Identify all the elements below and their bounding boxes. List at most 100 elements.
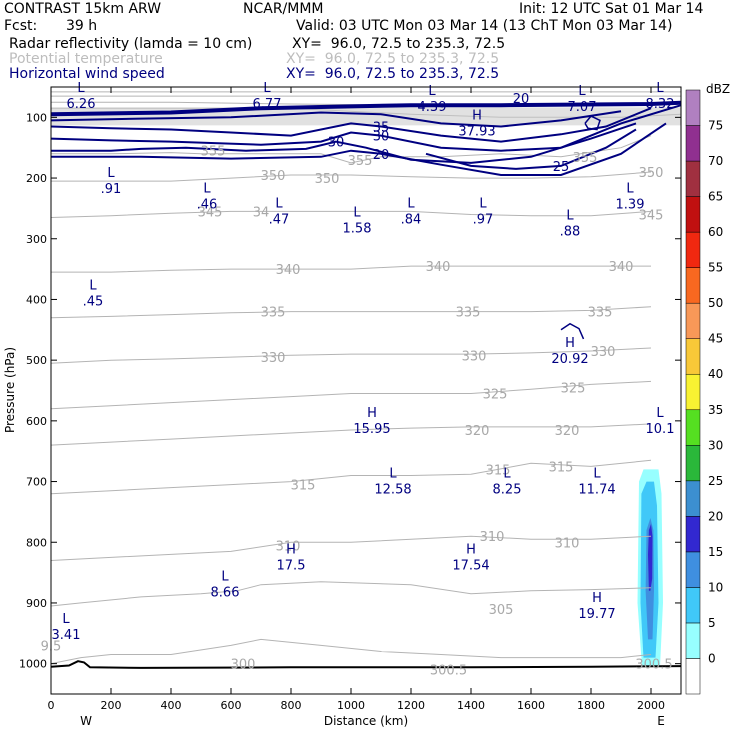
x-tick-label: 200: [101, 699, 122, 712]
theta-contour-label: 325: [483, 388, 508, 403]
wind-extremum-type: L: [203, 181, 211, 196]
colorbar-label: 65: [708, 190, 723, 204]
field-theta-name: Potential temperature: [9, 51, 163, 67]
y-axis-title: Pressure (hPa): [3, 347, 17, 433]
wind-contour-label: 30: [373, 130, 390, 145]
theta-contour-label: 355: [573, 151, 598, 166]
theta-contour-label: 340: [276, 263, 301, 278]
y-tick-label: 1000: [19, 658, 47, 671]
colorbar-swatch: [685, 622, 701, 659]
theta-contour-label: 335: [456, 306, 481, 321]
theta-contour: [51, 423, 652, 446]
wind-extremum-type: L: [221, 570, 229, 585]
theta-contour-label: 355: [201, 145, 226, 160]
wind-extremum-type: L: [62, 612, 70, 627]
theta-contour-label: 345: [198, 205, 223, 220]
theta-contour-label: 315: [549, 460, 574, 475]
colorbar-label: 25: [708, 474, 723, 488]
theta-contour-label: 330: [591, 345, 616, 360]
init-time: Init: 12 UTC Sat 01 Mar 14: [519, 1, 704, 17]
theta-contour: [51, 581, 652, 607]
wind-extremum-value: 8.32: [646, 97, 675, 112]
theta-contour-label: 310: [555, 536, 580, 551]
y-tick-label: 200: [26, 172, 47, 185]
wind-contour: [584, 115, 601, 131]
theta-contour-label: 315: [486, 463, 511, 478]
x-tick-label: 600: [221, 699, 242, 712]
wind-extremum-type: L: [479, 196, 487, 211]
wind-contour: [51, 122, 667, 176]
x-tick-label: 800: [281, 699, 302, 712]
wind-extremum-type: L: [593, 467, 601, 482]
theta-contour-label: 34: [253, 205, 270, 220]
wind-contour: [51, 110, 622, 128]
y-tick-label: 300: [26, 233, 47, 246]
theta-contour: [51, 535, 652, 561]
wind-extremum-type: H: [286, 542, 296, 557]
theta-contour-label: 350: [639, 166, 664, 181]
field-reflectivity-xy: XY= 96.0, 72.5 to 235.3, 72.5: [292, 36, 506, 52]
theta-contour-label: 335: [588, 306, 613, 321]
wind-extremum-value: .88: [560, 225, 581, 240]
wind-extremum-type: L: [389, 467, 397, 482]
colorbar-label: 30: [708, 438, 723, 452]
wind-contour: [560, 322, 585, 340]
wind-extremum-value: 15.95: [353, 422, 390, 437]
x-tick-label: 1200: [397, 699, 425, 712]
field-theta-xy: XY= 96.0, 72.5 to 235.3, 72.5: [286, 51, 500, 67]
colorbar-label: 45: [708, 332, 723, 346]
colorbar-label: 35: [708, 403, 723, 417]
wind-extremum-value: .46: [197, 197, 218, 212]
colorbar-label: 55: [708, 261, 723, 275]
theta-contour-label: 350: [315, 172, 340, 187]
colorbar-swatch: [685, 551, 701, 588]
colorbar-swatch: [685, 516, 701, 553]
theta-contour-label: 355: [348, 154, 373, 169]
x-tick-label: 1600: [517, 699, 545, 712]
colorbar-swatch: [685, 445, 701, 482]
theta-contour-label: 300.5: [635, 658, 672, 673]
org-label: NCAR/MMM: [243, 1, 324, 17]
colorbar-swatch: [685, 125, 701, 162]
colorbar-swatch: [685, 338, 701, 375]
theta-contour-label: 340: [426, 260, 451, 275]
x-axis-west-label: W: [80, 714, 92, 728]
colorbar-swatch: [685, 587, 701, 624]
theta-contour-label: 320: [555, 424, 580, 439]
theta-contour: [51, 210, 652, 218]
x-tick-label: 1800: [577, 699, 605, 712]
wind-extremum-value: 17.5: [277, 558, 306, 573]
theta-contour-label: 325: [561, 381, 586, 396]
colorbar-swatch: [685, 302, 701, 339]
theta-contour-label: 310: [480, 530, 505, 545]
reflectivity-cell: [648, 524, 653, 591]
x-tick-label: 400: [161, 699, 182, 712]
wind-contour-label: 35: [373, 120, 390, 135]
x-axis-east-label: E: [657, 714, 665, 728]
wind-extremum-value: .47: [269, 212, 290, 227]
wind-contour: [51, 122, 637, 164]
x-tick-label: 0: [48, 699, 55, 712]
wind-extremum-value: 12.58: [374, 483, 411, 498]
y-tick-label: 900: [26, 597, 47, 610]
wind-extremum-type: H: [472, 108, 482, 123]
colorbar-label: 50: [708, 296, 723, 310]
colorbar-label: 20: [708, 509, 723, 523]
plot-frame: [50, 86, 682, 695]
wind-extremum-value: 3.41: [52, 628, 81, 643]
field-wind-name: Horizontal wind speed: [9, 66, 165, 82]
wind-extremum-value: 7.07: [568, 100, 597, 115]
colorbar-swatch: [685, 373, 701, 411]
theta-contour-label: 305: [489, 603, 514, 618]
colorbar-label: 60: [708, 225, 723, 239]
theta-contour-label: 300: [231, 658, 256, 673]
wind-extremum-value: 37.93: [458, 124, 495, 139]
wind-extremum-type: L: [407, 196, 415, 211]
wind-extremum-value: 20.92: [551, 352, 588, 367]
theta-contour: [51, 265, 651, 273]
theta-contour-label: 335: [261, 306, 286, 321]
colorbar-label: 10: [708, 580, 723, 594]
wind-extremum-value: 17.54: [452, 558, 489, 573]
theta-contour-label: 300.5: [430, 664, 467, 679]
